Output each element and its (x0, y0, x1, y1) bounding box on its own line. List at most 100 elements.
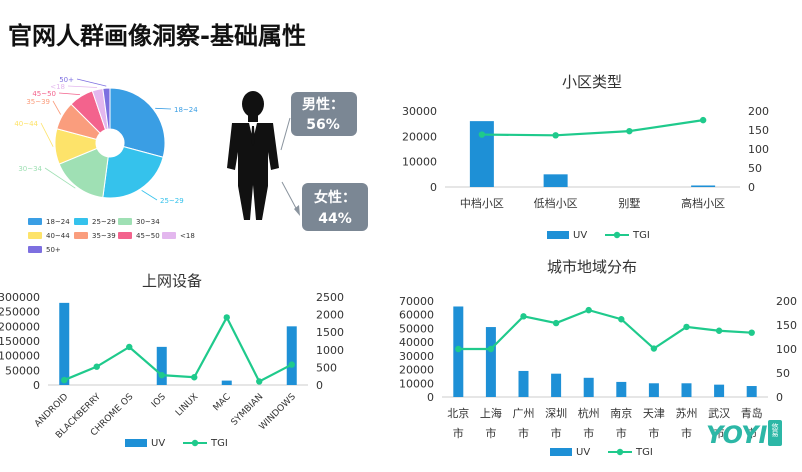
legend-uv-swatch (550, 448, 572, 456)
uv-bar-5 (616, 381, 627, 397)
uv-bar-4 (583, 377, 594, 397)
uv-bar-8 (714, 384, 725, 397)
tgi-point-6 (650, 345, 658, 352)
y-left-tick-4: 200000 (0, 320, 40, 333)
x-tick-2: 别墅 (618, 197, 640, 210)
legend-tgi-label: TGI (632, 230, 650, 241)
x-tick-line2-4: 市 (583, 426, 594, 440)
pie-callout-line-0 (155, 107, 172, 110)
y-right-tick-1: 50 (776, 367, 790, 380)
x-tick-3: IOS (150, 392, 168, 410)
uv-bar-3 (156, 346, 167, 385)
tgi-point-7 (683, 323, 690, 331)
pie-legend-swatch-6 (162, 232, 176, 239)
chart-title: 城市地域分布 (547, 258, 637, 276)
x-tick-7: 苏州 (676, 407, 698, 420)
tgi-point-0 (478, 131, 486, 138)
y-left-tick-0: 0 (430, 181, 437, 194)
uv-bar-7 (681, 383, 692, 397)
y-left-tick-2: 20000 (402, 130, 437, 143)
y-left-tick-1: 10000 (399, 377, 434, 390)
y-left-tick-3: 30000 (402, 105, 437, 118)
y-left-tick-0: 0 (427, 391, 434, 404)
x-tick-4: LINUX (174, 392, 200, 418)
pie-legend-label-5: 45~50 (136, 232, 160, 240)
x-tick-line2-2: 市 (518, 426, 529, 440)
pie-legend-swatch-4 (74, 232, 88, 239)
male-label: 男性： (302, 96, 344, 113)
y-right-tick-0: 0 (316, 379, 323, 392)
uv-bar-1 (485, 327, 496, 397)
tgi-point-8 (715, 327, 723, 334)
x-tick-line2-0: 市 (453, 426, 464, 440)
y-left-tick-1: 50000 (5, 364, 40, 377)
y-left-tick-2: 20000 (399, 364, 434, 377)
x-tick-4: 杭州 (578, 406, 600, 420)
x-tick-5: 南京 (610, 406, 632, 420)
tgi-point-6 (256, 378, 263, 385)
pie-legend-label-2: 30~34 (136, 218, 160, 226)
tgi-point-5 (223, 314, 230, 321)
pie-callout-label-6: <18 (50, 83, 65, 91)
y-left-tick-3: 30000 (399, 350, 434, 363)
uv-bar-9 (746, 386, 757, 397)
pie-callout-line-4 (52, 100, 61, 115)
x-tick-line2-6: 市 (648, 426, 659, 440)
pie-callout-line-7 (76, 78, 107, 87)
page-title: 官网人群画像洞察-基础属性 (8, 22, 306, 50)
tgi-point-7 (288, 361, 295, 368)
y-right-tick-1: 50 (748, 162, 762, 175)
pie-callout-line-6 (67, 85, 98, 88)
y-left-tick-5: 50000 (399, 322, 434, 335)
y-left-tick-1: 10000 (402, 156, 437, 169)
tgi-point-2 (126, 343, 133, 351)
pie-legend-label-1: 25~29 (92, 218, 116, 226)
tgi-point-1 (552, 132, 559, 139)
uv-bar-3 (691, 185, 716, 187)
y-left-tick-0: 0 (33, 379, 40, 392)
pie-legend-label-3: 40~44 (46, 232, 70, 240)
x-tick-line2-3: 市 (551, 426, 562, 440)
y-left-tick-6: 300000 (0, 291, 40, 304)
male-pointer (280, 117, 291, 151)
city-region-chart: 城市地域分布0100002000030000400005000060000700… (399, 258, 797, 458)
uv-bar-0 (59, 302, 70, 385)
uv-bar-1 (543, 174, 568, 187)
pie-legend-swatch-7 (28, 246, 42, 253)
logo-subtext: 悠易 (771, 422, 779, 438)
legend-uv-swatch (547, 231, 569, 239)
y-left-tick-7: 70000 (399, 295, 434, 308)
pie-callout-line-2 (44, 167, 76, 189)
brand-logo: YOYI 悠易 (706, 420, 782, 449)
legend-uv-label: UV (573, 230, 587, 241)
y-right-tick-3: 150 (748, 124, 769, 137)
female-pointer-arrow (294, 205, 300, 216)
y-right-tick-3: 150 (776, 319, 797, 332)
legend-uv-label: UV (151, 438, 165, 449)
tgi-point-4 (191, 374, 198, 381)
y-right-tick-5: 2500 (316, 291, 344, 304)
male-card: 男性： 56% (291, 92, 357, 136)
x-tick-line2-9: 市 (746, 426, 757, 440)
x-tick-5: MAC (212, 392, 233, 413)
y-left-tick-5: 250000 (0, 306, 40, 319)
x-tick-9: 青岛 (741, 406, 763, 420)
uv-bar-0 (469, 121, 494, 187)
tgi-point-1 (93, 363, 100, 370)
tgi-point-1 (487, 345, 495, 353)
y-right-tick-2: 100 (748, 143, 769, 156)
x-tick-0: 北京 (447, 406, 469, 420)
x-tick-line2-8: 市 (714, 426, 725, 440)
y-left-tick-2: 100000 (0, 350, 40, 363)
chart-title: 小区类型 (562, 73, 622, 91)
y-right-tick-0: 0 (776, 391, 783, 404)
uv-bar-2 (518, 370, 529, 397)
tgi-point-5 (618, 316, 625, 323)
pie-callout-line-5 (58, 92, 80, 95)
age-pie-chart: 18~2425~2930~3440~4435~3945~50<1850+18~2… (14, 76, 198, 254)
x-tick-line2-5: 市 (616, 426, 627, 440)
tgi-point-0 (61, 376, 68, 384)
y-right-tick-4: 2000 (316, 309, 344, 322)
pie-legend-label-6: <18 (180, 232, 195, 240)
